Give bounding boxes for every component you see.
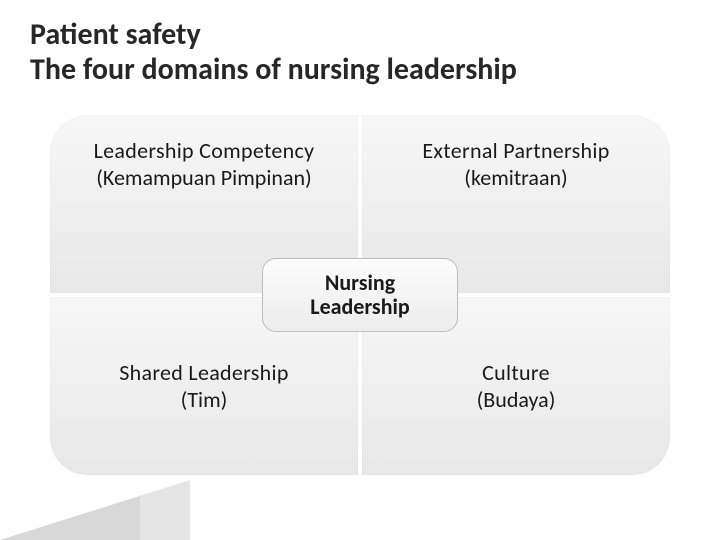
quad-tr-main: External Partnership: [422, 137, 609, 164]
center-line-1: Nursing: [325, 271, 395, 295]
title-line-2: The four domains of nursing leadership: [30, 53, 690, 88]
quad-tl-main: Leadership Competency: [94, 137, 315, 164]
decorative-wedge-front: [0, 496, 140, 540]
slide-title-block: Patient safety The four domains of nursi…: [0, 0, 720, 97]
title-line-1: Patient safety: [30, 18, 690, 53]
quad-br-sub: (Budaya): [477, 386, 556, 413]
quad-tl-sub: (Kemampuan Pimpinan): [96, 164, 311, 191]
quad-br-main: Culture: [482, 359, 550, 386]
center-line-2: Leadership: [310, 295, 409, 319]
quad-tr-sub: (kemitraan): [464, 164, 567, 191]
quad-bl-sub: (Tim): [181, 386, 228, 413]
quad-bl-main: Shared Leadership: [119, 359, 288, 386]
quadrant-matrix: Leadership Competency (Kemampuan Pimpina…: [50, 115, 670, 475]
center-label-box: Nursing Leadership: [262, 258, 458, 332]
